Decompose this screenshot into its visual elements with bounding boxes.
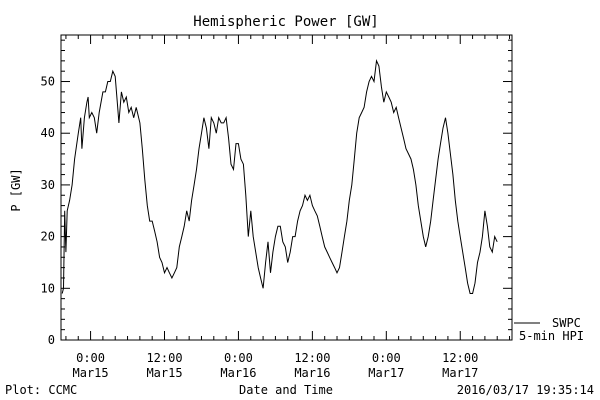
- y-axis-label: P [GW]: [9, 168, 23, 211]
- y-tick-label: 50: [41, 75, 55, 89]
- x-tick-label-date: Mar15: [146, 366, 182, 380]
- x-tick-label-date: Mar16: [294, 366, 330, 380]
- x-tick-label-date: Mar15: [73, 366, 109, 380]
- y-tick-label: 0: [48, 333, 55, 347]
- x-tick-label-time: 0:00: [76, 351, 105, 365]
- x-tick-label-time: 12:00: [146, 351, 182, 365]
- x-tick-label-time: 0:00: [224, 351, 253, 365]
- y-tick-label: 10: [41, 281, 55, 295]
- y-tick-label: 30: [41, 178, 55, 192]
- chart-title: Hemispheric Power [GW]: [193, 14, 378, 30]
- x-tick-label-time: 12:00: [442, 351, 478, 365]
- y-tick-label: 20: [41, 230, 55, 244]
- footer-plot-credit: Plot: CCMC: [5, 383, 77, 397]
- x-axis-label: Date and Time: [239, 383, 333, 397]
- x-tick-label-time: 0:00: [372, 351, 401, 365]
- footer-timestamp: 2016/03/17 19:35:14: [457, 383, 594, 397]
- x-tick-label-date: Mar16: [220, 366, 256, 380]
- x-axis-ticks: 0:00Mar1512:00Mar150:00Mar1612:00Mar160:…: [65, 35, 511, 380]
- x-tick-label-date: Mar17: [442, 366, 478, 380]
- x-tick-label-time: 12:00: [294, 351, 330, 365]
- legend-label-hpi: 5-min HPI: [519, 329, 584, 343]
- plot-frame: [60, 34, 513, 341]
- series-line-swpc: [61, 58, 498, 294]
- y-axis-ticks: 0 10 20 30 40 50: [41, 39, 512, 347]
- legend-label-swpc: SWPC: [552, 316, 581, 330]
- x-tick-label-date: Mar17: [368, 366, 404, 380]
- y-tick-label: 40: [41, 126, 55, 140]
